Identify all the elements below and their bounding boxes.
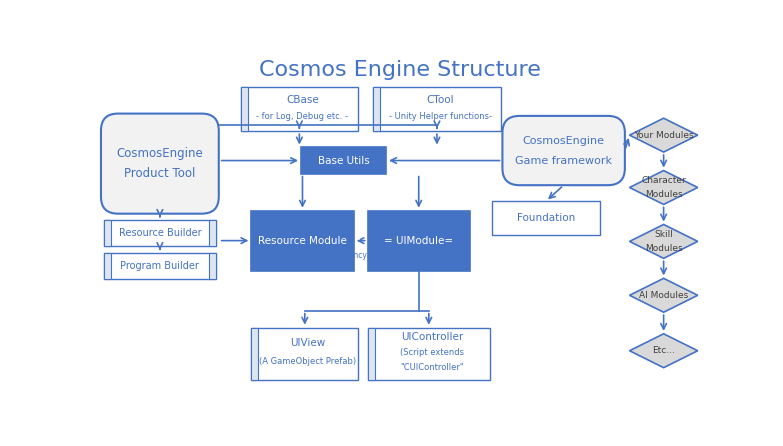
Polygon shape	[630, 278, 698, 312]
FancyBboxPatch shape	[241, 87, 358, 131]
Polygon shape	[630, 224, 698, 258]
Text: Your Modules: Your Modules	[633, 131, 694, 140]
Text: Product Tool: Product Tool	[124, 167, 196, 180]
FancyBboxPatch shape	[367, 328, 374, 380]
Text: UIController: UIController	[401, 332, 463, 342]
Text: Modules: Modules	[645, 244, 683, 253]
FancyBboxPatch shape	[503, 116, 625, 185]
Text: AI Modules: AI Modules	[639, 291, 688, 300]
Text: Base Utils: Base Utils	[318, 156, 370, 165]
Text: "CUIController": "CUIController"	[400, 363, 464, 372]
FancyBboxPatch shape	[251, 211, 354, 271]
FancyBboxPatch shape	[104, 253, 111, 279]
Text: = UIModule=: = UIModule=	[384, 235, 453, 246]
FancyBboxPatch shape	[209, 220, 215, 246]
Text: (A GameObject Prefab): (A GameObject Prefab)	[259, 357, 356, 366]
Polygon shape	[630, 334, 698, 368]
Text: Game framework: Game framework	[515, 156, 612, 165]
Polygon shape	[630, 118, 698, 152]
Text: Resource Builder: Resource Builder	[118, 228, 201, 238]
Text: Foundation: Foundation	[517, 213, 575, 223]
Text: Dependency: Dependency	[319, 251, 367, 260]
Text: Program Builder: Program Builder	[121, 261, 200, 271]
FancyBboxPatch shape	[209, 253, 215, 279]
FancyBboxPatch shape	[367, 328, 490, 380]
Text: - Unity Helper functions-: - Unity Helper functions-	[388, 112, 492, 121]
Text: Modules: Modules	[645, 190, 683, 199]
FancyBboxPatch shape	[251, 328, 258, 380]
FancyBboxPatch shape	[373, 87, 380, 131]
Text: CTool: CTool	[426, 95, 454, 105]
Text: UIView: UIView	[290, 338, 326, 348]
Text: Resource Module: Resource Module	[258, 235, 347, 246]
Text: Cosmos Engine Structure: Cosmos Engine Structure	[259, 60, 541, 80]
Text: Etc...: Etc...	[652, 346, 675, 355]
Text: (Script extends: (Script extends	[400, 348, 464, 357]
Text: Character: Character	[641, 176, 686, 185]
FancyBboxPatch shape	[492, 201, 600, 235]
FancyBboxPatch shape	[104, 220, 215, 246]
FancyBboxPatch shape	[251, 328, 359, 380]
FancyBboxPatch shape	[104, 253, 215, 279]
FancyBboxPatch shape	[301, 148, 386, 173]
Text: - for Log, Debug etc. -: - for Log, Debug etc. -	[257, 112, 348, 121]
FancyBboxPatch shape	[367, 211, 470, 271]
FancyBboxPatch shape	[101, 114, 218, 214]
FancyBboxPatch shape	[104, 220, 111, 246]
Text: CBase: CBase	[286, 95, 319, 105]
Text: CosmosEngine: CosmosEngine	[117, 147, 204, 160]
Text: Skill: Skill	[654, 230, 673, 239]
FancyBboxPatch shape	[373, 87, 501, 131]
FancyBboxPatch shape	[241, 87, 248, 131]
Text: CosmosEngine: CosmosEngine	[522, 136, 604, 145]
Polygon shape	[630, 170, 698, 204]
